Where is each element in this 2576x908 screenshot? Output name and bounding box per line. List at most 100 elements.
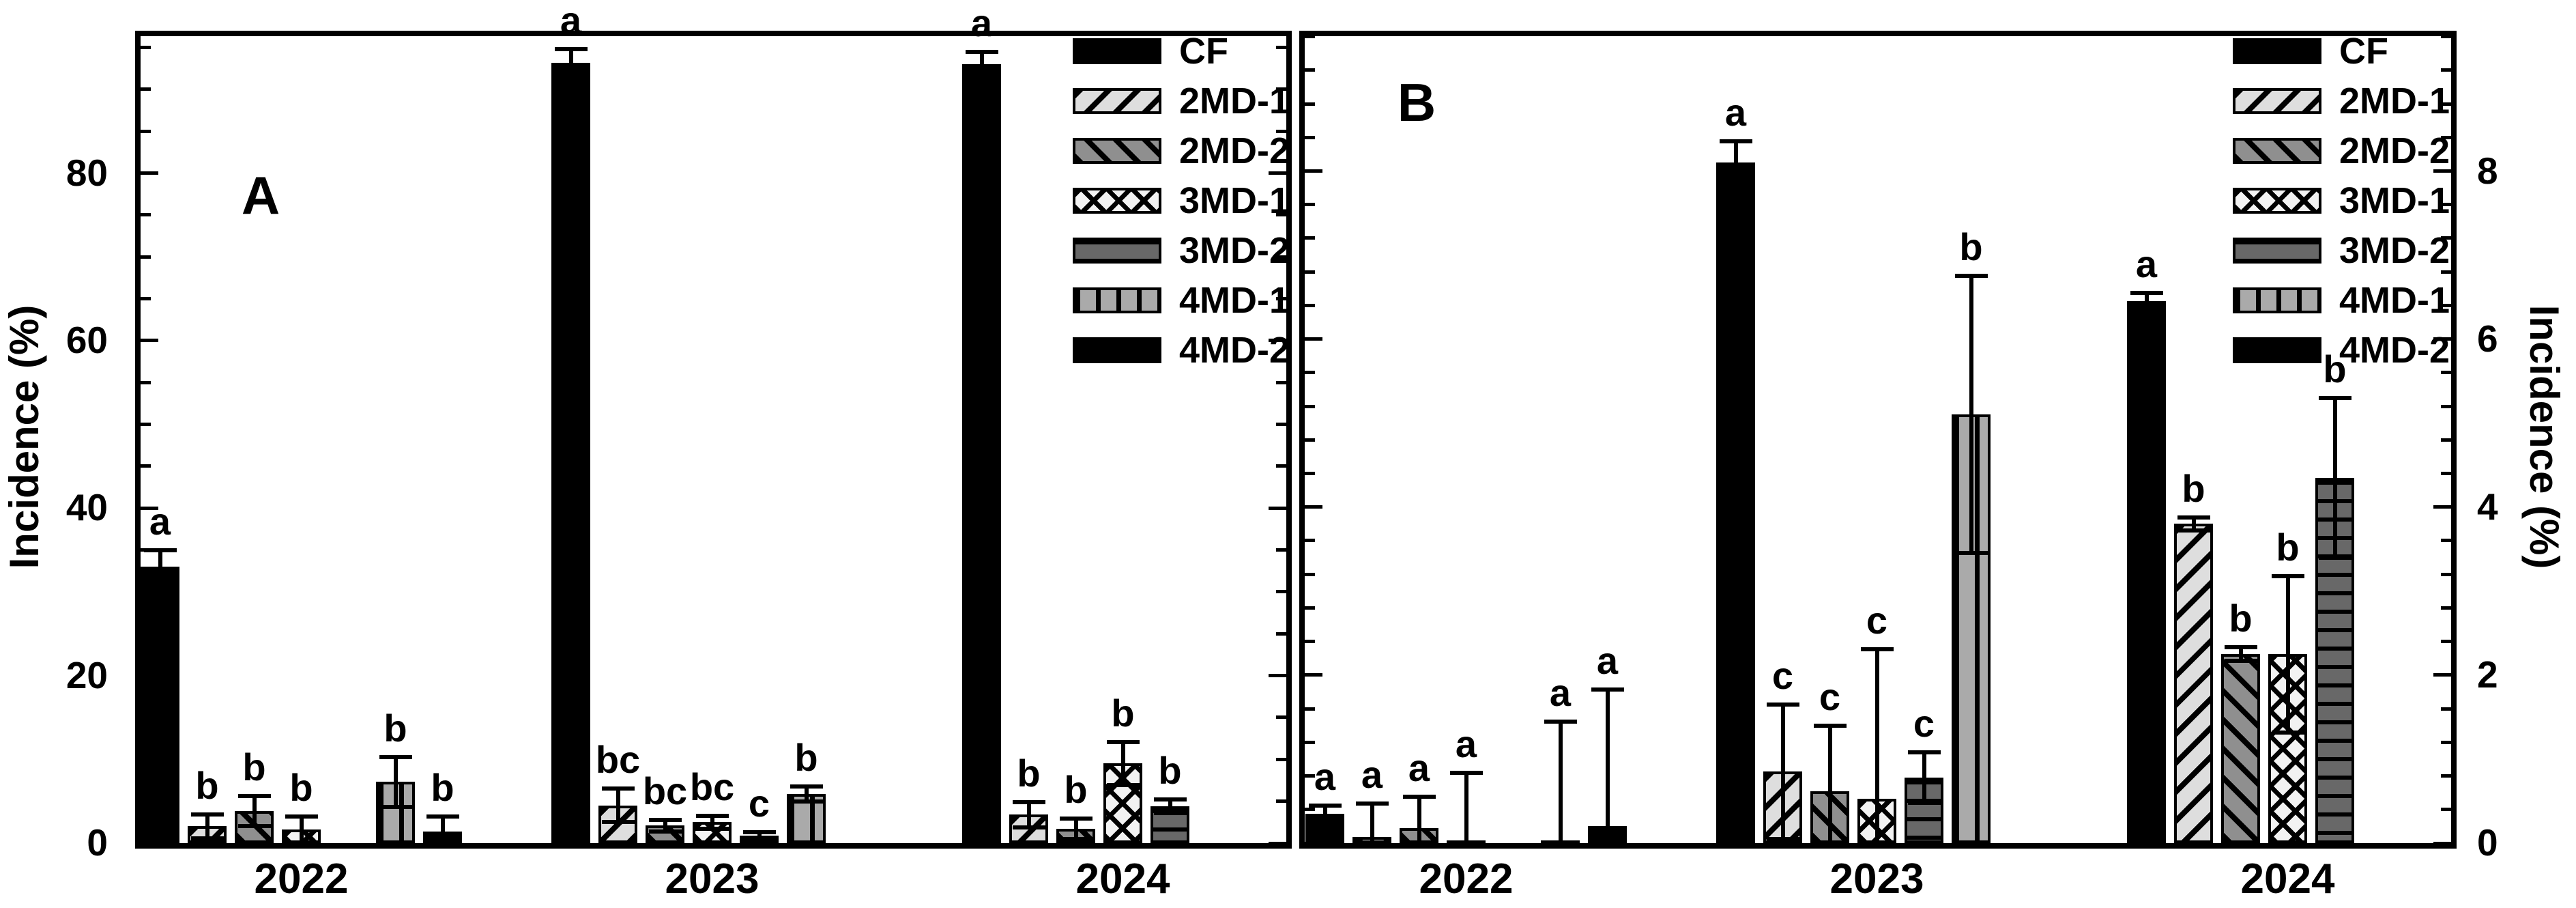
- error-bar-cap-top: [1766, 702, 1799, 707]
- error-bar-line: [2191, 517, 2196, 531]
- x-category-label: 2022: [254, 855, 349, 903]
- significance-letter: b: [1111, 691, 1135, 735]
- y-tick: [1276, 715, 1286, 720]
- error-bar-line: [252, 796, 257, 827]
- legend-label: 4MD-2: [1179, 330, 1290, 371]
- error-bar-line: [757, 832, 762, 839]
- y-tick: [2441, 404, 2451, 408]
- legend-row-CF: CF: [1073, 33, 1228, 70]
- y-tick: [141, 171, 158, 175]
- error-bar-line: [1605, 689, 1610, 843]
- significance-letter: b: [289, 765, 313, 809]
- error-bar-cap-top: [143, 548, 177, 552]
- y-tick: [1305, 35, 1315, 39]
- y-tick: [2441, 707, 2451, 711]
- error-bar-line: [1733, 141, 1738, 184]
- legend-swatch-2MD-2: [1073, 138, 1161, 164]
- error-bar-line: [804, 786, 809, 801]
- error-bar-line: [1827, 725, 1832, 843]
- panel-letter-A: A: [241, 165, 280, 225]
- y-tick: [1305, 472, 1315, 476]
- error-bar-cap-bottom: [790, 799, 823, 804]
- error-bar-cap-top: [1355, 801, 1389, 806]
- significance-letter: c: [1771, 653, 1794, 697]
- error-bar-cap-top: [742, 830, 776, 835]
- error-bar-cap-bottom: [965, 74, 998, 79]
- error-bar-cap-bottom: [1766, 836, 1799, 841]
- error-bar-cap-top: [2130, 290, 2163, 295]
- y-tick: [1305, 68, 1315, 72]
- legend-swatch-3MD-2: [1073, 238, 1161, 264]
- significance-letter: c: [1819, 675, 1841, 718]
- error-bar-cap-bottom: [237, 824, 271, 829]
- error-bar-cap-top: [1153, 797, 1187, 802]
- legend-label: CF: [2339, 31, 2388, 72]
- y-tick: [1276, 129, 1286, 133]
- legend-swatch-2MD-1: [2233, 88, 2321, 114]
- significance-letter: b: [1064, 768, 1088, 812]
- legend-swatch-3MD-1: [2233, 188, 2321, 214]
- y-tick: [2441, 135, 2451, 139]
- legend-label: 3MD-1: [1179, 180, 1290, 221]
- y-tick: [141, 339, 158, 343]
- y-tick: [1305, 572, 1315, 576]
- legend-row-4MD-1: 4MD-1: [1073, 280, 1290, 321]
- y-tick: [2433, 169, 2451, 173]
- legend-swatch-3MD-2: [2233, 238, 2321, 264]
- significance-letter: a: [1596, 638, 1619, 682]
- error-bar-cap-top: [1813, 723, 1847, 728]
- error-bar-cap-bottom: [1153, 810, 1187, 815]
- y-tick: [2441, 68, 2451, 72]
- y-tick-label: 40: [66, 486, 108, 529]
- significance-letter: b: [431, 765, 454, 809]
- error-bar-line: [2285, 576, 2290, 733]
- error-bar-cap-top: [379, 754, 412, 759]
- y-tick: [2433, 505, 2451, 509]
- significance-letter: a: [1724, 91, 1747, 134]
- error-bar-line: [1322, 805, 1327, 823]
- y-tick: [2441, 606, 2451, 610]
- y-tick: [2433, 841, 2451, 845]
- error-bar-cap-bottom: [554, 74, 588, 79]
- y-tick: [1305, 539, 1315, 543]
- y-tick-label: 80: [66, 151, 108, 194]
- error-bar-cap-bottom: [2224, 658, 2257, 663]
- legend-row-3MD-2: 3MD-2: [1073, 232, 1290, 269]
- error-bar-line: [1464, 772, 1468, 843]
- y-tick: [1276, 464, 1286, 468]
- bar-4MD-1-2022: [376, 782, 415, 843]
- bar-2MD-1-2024: [2174, 524, 2213, 843]
- significance-letter: a: [1455, 722, 1477, 765]
- legend-label: 3MD-2: [2339, 230, 2450, 271]
- error-bar-cap-top: [1860, 647, 1894, 651]
- y-tick: [1276, 423, 1286, 427]
- significance-letter: b: [1158, 749, 1182, 793]
- error-bar-line: [568, 48, 573, 76]
- y-tick: [2441, 35, 2451, 39]
- y-tick-label: 8: [2477, 149, 2498, 192]
- y-tick: [1276, 590, 1286, 594]
- y-tick: [2441, 740, 2451, 744]
- y-tick: [1305, 673, 1322, 677]
- y-tick: [2441, 640, 2451, 644]
- error-bar-line: [1026, 801, 1031, 827]
- error-bar-cap-bottom: [2177, 528, 2210, 533]
- significance-letter: b: [383, 706, 407, 750]
- error-bar-cap-top: [1106, 739, 1140, 744]
- error-bar-line: [616, 789, 620, 823]
- significance-letter: a: [1549, 670, 1572, 714]
- error-bar-cap-bottom: [2130, 307, 2163, 312]
- legend-swatch-4MD-1: [1073, 287, 1161, 313]
- bar-CF-2024: [962, 64, 1001, 843]
- error-bar-cap-top: [2318, 395, 2351, 400]
- error-bar-line: [440, 816, 445, 843]
- y-tick: [1276, 213, 1286, 217]
- y-tick: [2441, 371, 2451, 375]
- error-bar-line: [393, 756, 398, 808]
- error-bar-line: [205, 814, 209, 838]
- y-tick: [141, 129, 151, 133]
- y-tick: [1269, 171, 1286, 175]
- legend-label: 4MD-1: [1179, 280, 1290, 321]
- error-bar-line: [1073, 819, 1078, 839]
